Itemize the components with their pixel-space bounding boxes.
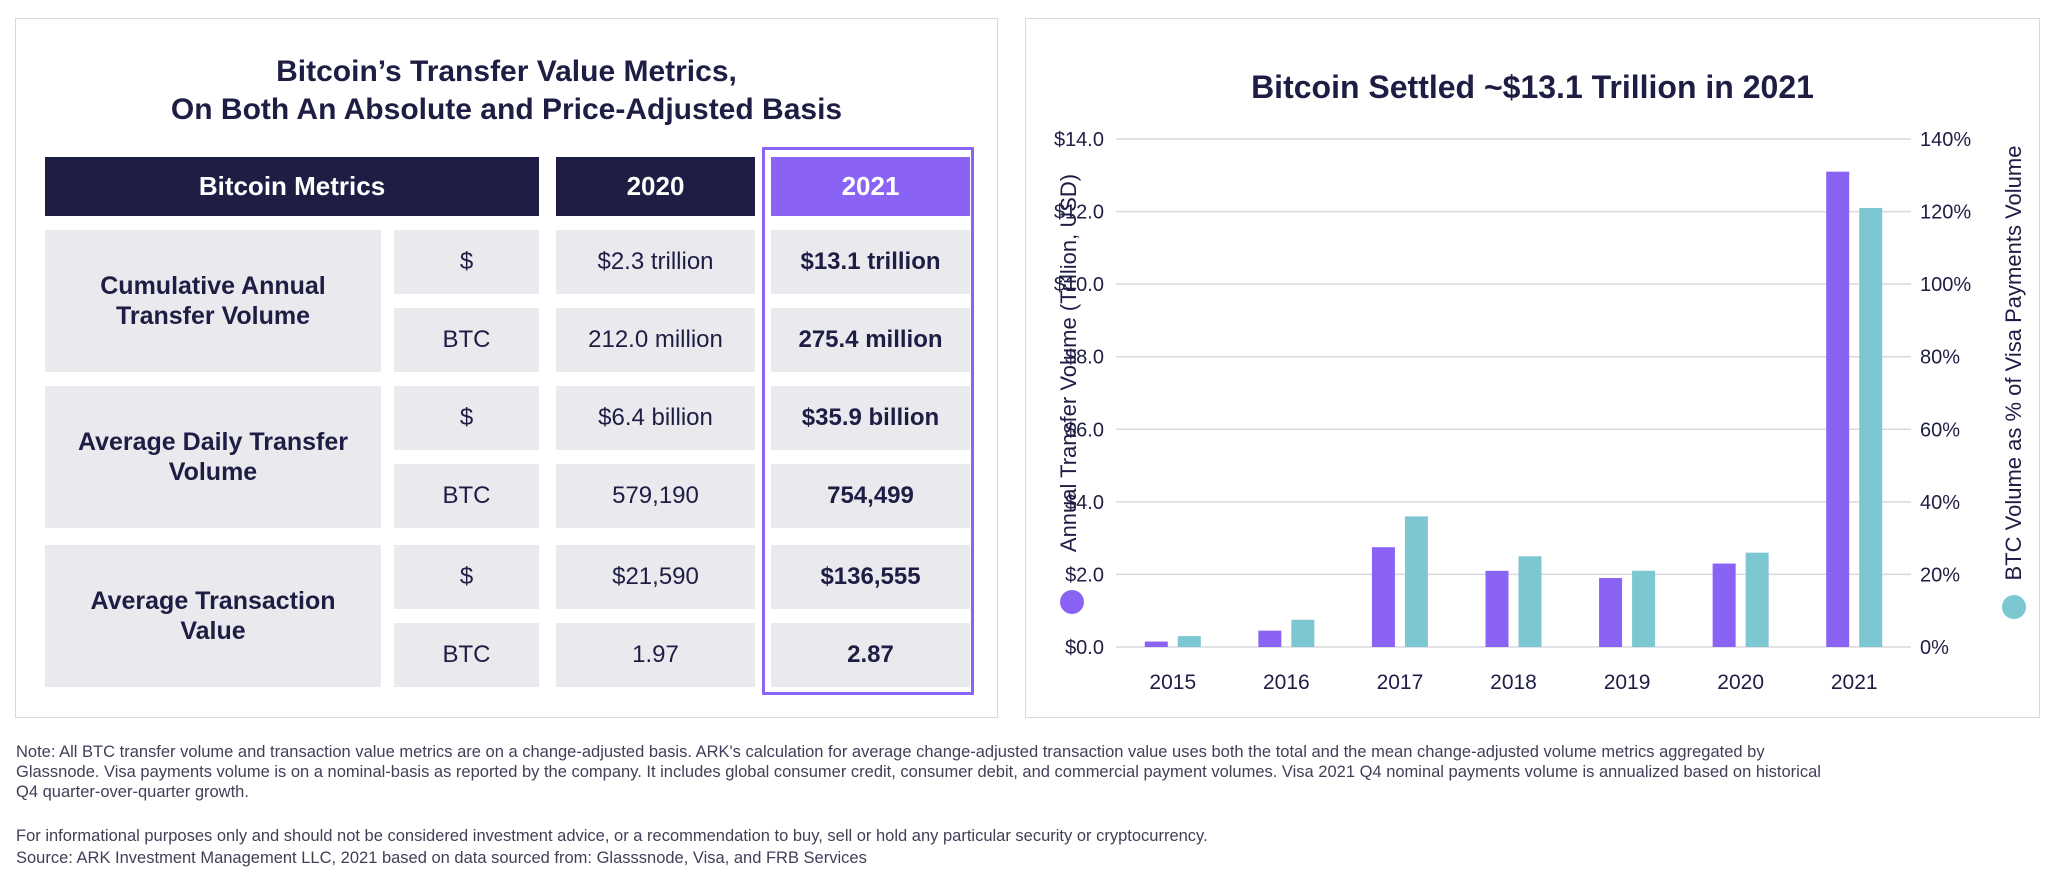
value-2020: 212.0 million bbox=[556, 308, 755, 372]
footnote-source: Source: ARK Investment Management LLC, 2… bbox=[16, 849, 867, 867]
highlight-2021-column bbox=[762, 147, 974, 695]
table-title: Bitcoin’s Transfer Value Metrics, On Bot… bbox=[16, 53, 997, 129]
footnote-note: Note: All BTC transfer volume and transa… bbox=[16, 742, 2036, 802]
y-tick-label-left: $10.0 bbox=[1054, 274, 1104, 296]
footnote-disclaimer: For informational purposes only and shou… bbox=[16, 827, 1208, 845]
bar-visa-percent bbox=[1291, 619, 1315, 647]
y-tick-label-left: $8.0 bbox=[1065, 347, 1104, 369]
chart-panel: Bitcoin Settled ~$13.1 Trillion in 2021 … bbox=[1025, 18, 2040, 718]
header-2021: 2021 bbox=[771, 157, 970, 216]
bar-transfer-volume bbox=[1826, 171, 1850, 647]
x-tick-label: 2021 bbox=[1831, 671, 1878, 694]
y-tick-label-right: 100% bbox=[1920, 274, 1971, 296]
table-title-line1: Bitcoin’s Transfer Value Metrics, bbox=[276, 55, 737, 88]
bar-visa-percent bbox=[1404, 516, 1428, 647]
metric-average-transaction-value: Average Transaction Value bbox=[45, 545, 381, 687]
value-2020: $6.4 billion bbox=[556, 386, 755, 450]
unit-cell: $ bbox=[394, 545, 539, 609]
y-tick-label-right: 20% bbox=[1920, 564, 1960, 586]
metric-cumulative-annual-transfer-volume: Cumulative Annual Transfer Volume bbox=[45, 230, 381, 372]
y-tick-label-right: 40% bbox=[1920, 492, 1960, 514]
note-line-3: Q4 quarter-over-quarter growth. bbox=[16, 783, 249, 801]
value-2021: 275.4 million bbox=[771, 308, 970, 372]
unit-cell: $ bbox=[394, 230, 539, 294]
unit-cell: BTC bbox=[394, 623, 539, 687]
value-2020: 1.97 bbox=[556, 623, 755, 687]
value-2021: 754,499 bbox=[771, 464, 970, 528]
value-2021: $136,555 bbox=[771, 545, 970, 609]
legend-dot-visa-percent bbox=[2002, 595, 2026, 619]
x-tick-label: 2020 bbox=[1717, 671, 1764, 694]
value-2021: $35.9 billion bbox=[771, 386, 970, 450]
y-tick-label-right: 140% bbox=[1920, 129, 1971, 151]
y-tick-label-left: $14.0 bbox=[1054, 129, 1104, 151]
y-tick-label-right: 80% bbox=[1920, 347, 1960, 369]
y-tick-label-left: $2.0 bbox=[1065, 564, 1104, 586]
bar-transfer-volume bbox=[1258, 630, 1282, 647]
bar-chart: $0.0 $2.0 $4.0 $6.0 $8.0 $10.0 $12.0 $14.0 0% 20%… bbox=[1054, 129, 2026, 694]
x-tick-label: 2019 bbox=[1604, 671, 1651, 694]
bar-transfer-volume bbox=[1371, 547, 1395, 647]
y-tick-label-left: $6.0 bbox=[1065, 419, 1104, 441]
value-2020: $2.3 trillion bbox=[556, 230, 755, 294]
metric-average-daily-transfer-volume: Average Daily Transfer Volume bbox=[45, 386, 381, 528]
y-tick-label-right: 0% bbox=[1920, 637, 1949, 659]
bar-transfer-volume bbox=[1485, 570, 1509, 647]
y-tick-label-right: 120% bbox=[1920, 202, 1971, 224]
bar-transfer-volume bbox=[1144, 641, 1168, 647]
bar-transfer-volume bbox=[1599, 578, 1623, 647]
y-tick-label-left: $4.0 bbox=[1065, 492, 1104, 514]
x-tick-label: 2017 bbox=[1377, 671, 1424, 694]
table-title-line2: On Both An Absolute and Price-Adjusted B… bbox=[170, 93, 843, 126]
bar-visa-percent bbox=[1518, 556, 1542, 647]
value-2021: $13.1 trillion bbox=[771, 230, 970, 294]
y-tick-label-left: $12.0 bbox=[1054, 202, 1104, 224]
value-2021: 2.87 bbox=[771, 623, 970, 687]
chart-title: Bitcoin Settled ~$13.1 Trillion in 2021 bbox=[1251, 69, 1814, 105]
bar-visa-percent bbox=[1177, 636, 1201, 647]
header-bitcoin-metrics: Bitcoin Metrics bbox=[45, 157, 539, 216]
unit-cell: $ bbox=[394, 386, 539, 450]
bar-visa-percent bbox=[1632, 570, 1656, 647]
legend-dot-transfer-volume bbox=[1060, 590, 1084, 614]
x-tick-label: 2018 bbox=[1490, 671, 1537, 694]
note-line-1: Note: All BTC transfer volume and transa… bbox=[16, 743, 1765, 761]
bar-visa-percent bbox=[1745, 552, 1769, 647]
value-2020: 579,190 bbox=[556, 464, 755, 528]
x-tick-label: 2015 bbox=[1149, 671, 1196, 694]
y-axis-label-right: BTC Volume as % of Visa Payments Volume bbox=[2001, 146, 2026, 581]
unit-cell: BTC bbox=[394, 464, 539, 528]
y-axis-label-left: Annual Transfer Volume (Trillion, USD) bbox=[1056, 174, 1081, 552]
y-tick-label-left: $0.0 bbox=[1065, 637, 1104, 659]
note-line-2: Glassnode. Visa payments volume is on a … bbox=[16, 763, 1821, 781]
table-panel: Bitcoin’s Transfer Value Metrics, On Bot… bbox=[15, 18, 998, 718]
y-tick-label-right: 60% bbox=[1920, 419, 1960, 441]
unit-cell: BTC bbox=[394, 308, 539, 372]
header-2020: 2020 bbox=[556, 157, 755, 216]
value-2020: $21,590 bbox=[556, 545, 755, 609]
bar-transfer-volume bbox=[1712, 563, 1736, 647]
x-tick-label: 2016 bbox=[1263, 671, 1310, 694]
bar-visa-percent bbox=[1859, 207, 1883, 647]
